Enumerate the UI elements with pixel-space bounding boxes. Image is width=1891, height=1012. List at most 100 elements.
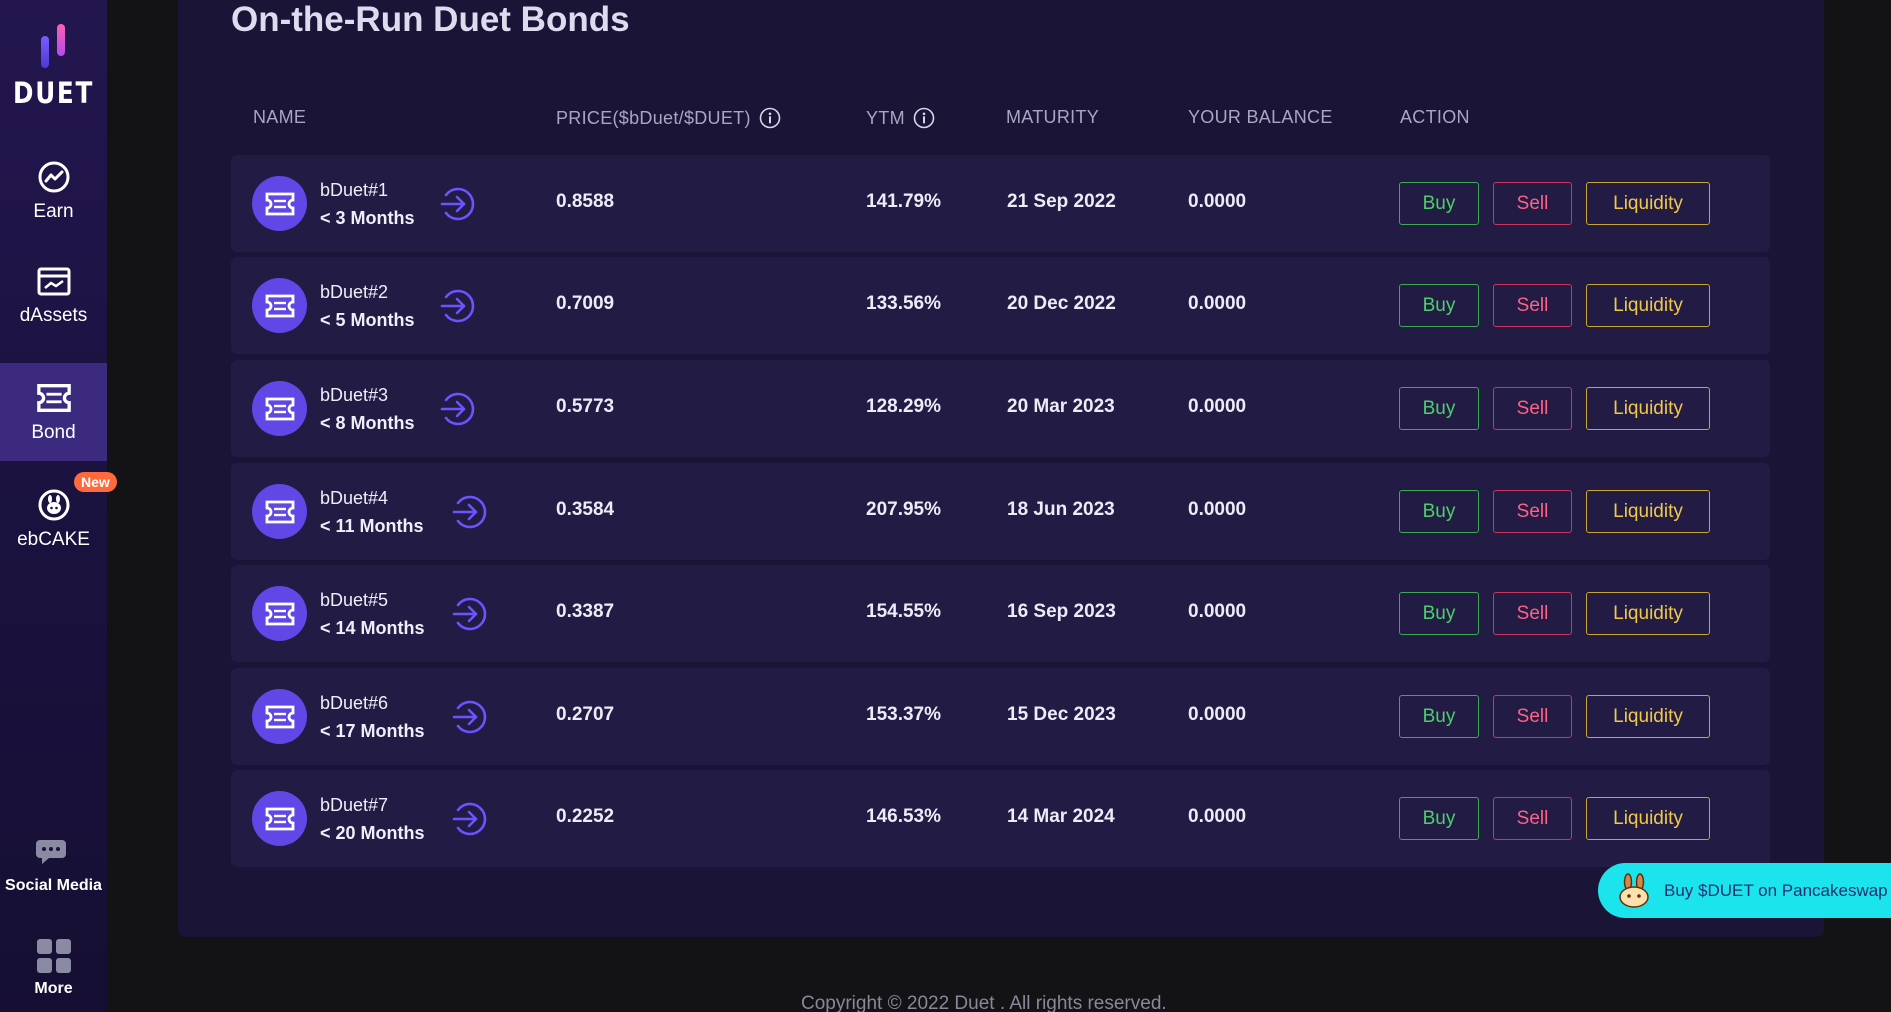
bond-ticket-icon xyxy=(36,380,72,416)
bond-ytm: 154.55% xyxy=(866,601,942,622)
liquidity-button[interactable]: Liquidity xyxy=(1586,592,1710,635)
table-row: bDuet#2 < 5 Months 0.7009 133.56% 20 Dec 202… xyxy=(231,257,1770,354)
buy-button[interactable]: Buy xyxy=(1399,695,1479,738)
chat-icon xyxy=(35,835,72,871)
liquidity-button[interactable]: Liquidity xyxy=(1586,182,1710,225)
sidebar-item-label: Earn xyxy=(33,201,74,222)
bond-details-arrow-icon[interactable] xyxy=(440,186,476,222)
bond-details-arrow-icon[interactable] xyxy=(452,699,488,735)
logo-text: DUET xyxy=(13,76,94,110)
sidebar-item-ebcake[interactable]: ebCAKE xyxy=(0,470,107,568)
table-row: bDuet#4 < 11 Months 0.3584 207.95% 18 Jun 20… xyxy=(231,463,1770,560)
sidebar-item-bond[interactable]: Bond xyxy=(0,363,107,461)
bond-maturity: 21 Sep 2022 xyxy=(1007,191,1116,212)
bond-price: 0.3584 xyxy=(556,499,615,520)
sell-button[interactable]: Sell xyxy=(1493,284,1572,327)
bond-balance: 0.0000 xyxy=(1188,704,1247,725)
column-header-action: ACTION xyxy=(1400,107,1470,127)
sell-button[interactable]: Sell xyxy=(1493,592,1572,635)
bond-term: < 14 Months xyxy=(320,618,425,638)
bond-price: 0.2707 xyxy=(556,704,615,725)
liquidity-button[interactable]: Liquidity xyxy=(1586,284,1710,327)
bond-term: < 20 Months xyxy=(320,823,425,843)
bond-ticket-icon xyxy=(252,176,307,231)
liquidity-button[interactable]: Liquidity xyxy=(1586,387,1710,430)
cake-icon xyxy=(36,487,72,523)
buy-button[interactable]: Buy xyxy=(1399,797,1479,840)
column-header-ytm: YTM xyxy=(866,107,935,129)
sidebar-item-dassets[interactable]: dAssets xyxy=(0,246,107,344)
bond-balance: 0.0000 xyxy=(1188,191,1247,212)
sell-button[interactable]: Sell xyxy=(1493,797,1572,840)
sidebar-item-label: ebCAKE xyxy=(17,529,90,550)
sidebar-item-label: dAssets xyxy=(19,305,88,326)
page-title: On-the-Run Duet Bonds xyxy=(231,0,630,39)
pancake-button-label: Buy $DUET on Pancakeswap xyxy=(1664,880,1888,900)
buy-button[interactable]: Buy xyxy=(1399,182,1479,225)
bond-ticket-icon xyxy=(252,689,307,744)
bond-details-arrow-icon[interactable] xyxy=(452,801,488,837)
bond-details-arrow-icon[interactable] xyxy=(440,391,476,427)
table-row: bDuet#5 < 14 Months 0.3387 154.55% 16 Sep 20… xyxy=(231,565,1770,662)
bond-maturity: 20 Mar 2023 xyxy=(1007,396,1115,417)
bond-name: bDuet#3 xyxy=(320,385,389,405)
sell-button[interactable]: Sell xyxy=(1493,182,1572,225)
assets-icon xyxy=(36,263,72,299)
sell-button[interactable]: Sell xyxy=(1493,695,1572,738)
column-header-ytm-label: YTM xyxy=(866,107,905,128)
table-row: bDuet#7 < 20 Months 0.2252 146.53% 14 Mar 20… xyxy=(231,770,1770,867)
buy-button[interactable]: Buy xyxy=(1399,387,1479,430)
column-header-name: NAME xyxy=(253,107,307,127)
bond-details-arrow-icon[interactable] xyxy=(452,494,488,530)
bond-name: bDuet#1 xyxy=(320,180,389,200)
column-header-price: PRICE($bDuet/$DUET) xyxy=(556,107,781,129)
bond-price: 0.3387 xyxy=(556,601,615,622)
bond-ytm: 141.79% xyxy=(866,191,942,212)
bond-details-arrow-icon[interactable] xyxy=(440,288,476,324)
bond-name: bDuet#2 xyxy=(320,282,389,302)
bond-maturity: 18 Jun 2023 xyxy=(1007,499,1115,520)
buy-button[interactable]: Buy xyxy=(1399,592,1479,635)
duet-logo-icon xyxy=(40,24,65,68)
bond-balance: 0.0000 xyxy=(1188,396,1247,417)
sidebar-item-earn[interactable]: Earn xyxy=(0,142,107,240)
buy-duet-pancakeswap-button[interactable]: Buy $DUET on Pancakeswap xyxy=(1598,863,1891,918)
pancake-bunny-icon xyxy=(1619,872,1649,908)
info-icon[interactable] xyxy=(759,107,781,129)
bond-term: < 5 Months xyxy=(320,310,415,330)
bond-term: < 11 Months xyxy=(320,516,424,536)
buy-button[interactable]: Buy xyxy=(1399,284,1479,327)
bond-balance: 0.0000 xyxy=(1188,293,1247,314)
bond-ytm: 128.29% xyxy=(866,396,942,417)
grid-icon xyxy=(36,938,72,974)
duet-logo[interactable]: DUET xyxy=(0,24,107,110)
sell-button[interactable]: Sell xyxy=(1493,490,1572,533)
bond-details-arrow-icon[interactable] xyxy=(452,596,488,632)
bond-term: < 3 Months xyxy=(320,208,415,228)
table-header: NAME PRICE($bDuet/$DUET) YTM MATURITY YO… xyxy=(0,107,1891,131)
bond-maturity: 20 Dec 2022 xyxy=(1007,293,1116,314)
bond-balance: 0.0000 xyxy=(1188,499,1247,520)
bond-ytm: 153.37% xyxy=(866,704,942,725)
liquidity-button[interactable]: Liquidity xyxy=(1586,490,1710,533)
sidebar-item-social-media[interactable]: Social Media xyxy=(0,820,107,910)
info-icon[interactable] xyxy=(913,107,935,129)
sell-button[interactable]: Sell xyxy=(1493,387,1572,430)
bond-ticket-icon xyxy=(252,381,307,436)
sidebar-item-more[interactable]: More xyxy=(0,924,107,1012)
new-badge: New xyxy=(74,472,117,492)
bond-name: bDuet#5 xyxy=(320,590,389,610)
bond-ticket-icon xyxy=(252,484,307,539)
bond-term: < 17 Months xyxy=(320,721,425,741)
table-row: bDuet#1 < 3 Months 0.8588 141.79% 21 Sep 202… xyxy=(231,155,1770,252)
bond-ytm: 133.56% xyxy=(866,293,942,314)
footer-copyright: Copyright © 2022 Duet . All rights reser… xyxy=(801,993,1167,1012)
buy-button[interactable]: Buy xyxy=(1399,490,1479,533)
liquidity-button[interactable]: Liquidity xyxy=(1586,797,1710,840)
table-row: bDuet#3 < 8 Months 0.5773 128.29% 20 Mar 202… xyxy=(231,360,1770,457)
bond-name: bDuet#6 xyxy=(320,693,389,713)
column-header-price-label: PRICE($bDuet/$DUET) xyxy=(556,107,751,128)
bond-ytm: 207.95% xyxy=(866,499,942,520)
liquidity-button[interactable]: Liquidity xyxy=(1586,695,1710,738)
bond-price: 0.2252 xyxy=(556,806,615,827)
